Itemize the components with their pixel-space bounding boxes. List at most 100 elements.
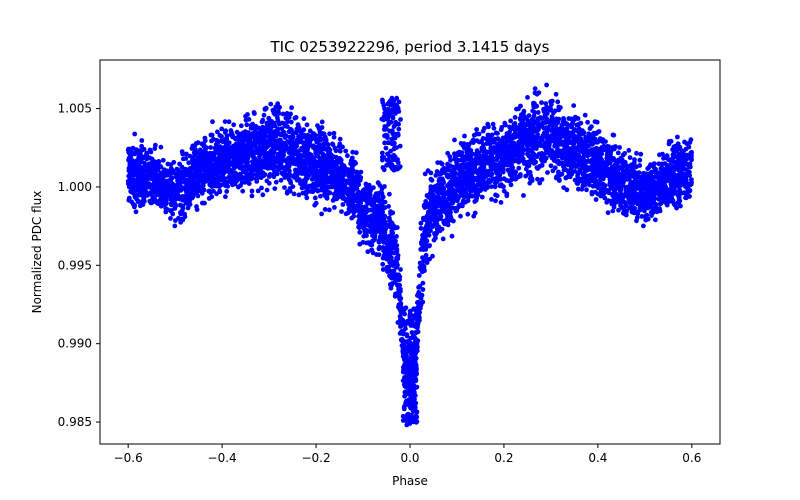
data-point xyxy=(282,169,288,175)
data-point xyxy=(368,224,374,229)
data-point xyxy=(291,130,296,136)
data-point xyxy=(476,131,482,137)
data-point xyxy=(589,142,595,147)
data-point xyxy=(646,173,651,178)
data-point xyxy=(650,200,656,206)
data-point xyxy=(240,188,246,194)
data-point xyxy=(271,149,277,155)
data-point xyxy=(479,194,485,200)
data-point xyxy=(641,223,646,229)
data-point xyxy=(585,119,590,125)
data-point xyxy=(535,110,541,115)
data-point xyxy=(138,156,144,161)
data-point xyxy=(593,197,599,202)
data-point xyxy=(364,188,369,194)
data-point xyxy=(391,223,397,229)
data-point xyxy=(430,253,435,259)
data-point xyxy=(252,111,257,116)
data-point xyxy=(381,214,386,220)
data-point xyxy=(188,168,193,174)
data-point xyxy=(274,144,280,150)
data-point xyxy=(531,100,536,106)
data-point xyxy=(236,149,241,155)
data-point xyxy=(448,157,453,163)
data-point xyxy=(286,163,292,169)
data-point xyxy=(231,122,237,128)
data-point xyxy=(556,169,561,175)
data-point xyxy=(539,116,545,121)
data-point xyxy=(683,191,689,197)
data-point xyxy=(634,150,639,156)
data-point xyxy=(260,192,266,198)
data-point xyxy=(249,188,255,194)
data-point xyxy=(445,174,451,180)
data-point xyxy=(521,193,526,198)
data-point xyxy=(616,207,621,213)
data-point xyxy=(266,174,272,179)
data-point xyxy=(422,205,428,210)
data-point xyxy=(384,256,389,262)
data-point xyxy=(288,180,294,186)
data-point xyxy=(357,241,363,247)
data-point xyxy=(139,138,145,143)
data-point xyxy=(452,137,457,143)
data-point xyxy=(457,194,462,199)
data-point xyxy=(518,132,524,138)
data-point xyxy=(449,233,455,239)
data-point xyxy=(223,194,228,200)
data-point xyxy=(143,193,149,198)
data-point xyxy=(177,161,183,167)
data-point xyxy=(634,215,640,221)
data-point xyxy=(288,119,294,125)
data-point xyxy=(671,154,677,160)
data-point xyxy=(273,179,279,185)
data-point xyxy=(330,154,336,159)
data-point xyxy=(657,195,663,201)
data-point xyxy=(291,191,297,197)
data-point xyxy=(192,143,198,149)
data-point xyxy=(234,129,240,135)
data-point xyxy=(209,194,215,200)
data-point xyxy=(243,113,248,119)
data-point xyxy=(304,122,310,128)
data-point xyxy=(599,191,604,197)
data-point xyxy=(275,101,281,107)
data-point xyxy=(472,210,478,216)
data-point xyxy=(227,153,233,159)
data-point xyxy=(556,107,562,113)
data-point xyxy=(496,168,502,174)
data-point xyxy=(388,275,394,281)
data-point xyxy=(521,110,526,116)
data-point xyxy=(362,213,368,219)
data-point xyxy=(615,150,621,156)
data-point xyxy=(369,213,374,219)
data-point xyxy=(610,208,616,214)
data-point xyxy=(163,209,169,215)
data-point xyxy=(324,195,330,201)
data-point xyxy=(326,189,331,195)
data-point xyxy=(504,177,509,183)
data-point xyxy=(545,170,550,175)
data-point xyxy=(422,171,428,177)
data-point xyxy=(491,125,497,131)
data-point xyxy=(197,147,203,153)
data-point xyxy=(322,167,328,173)
data-point xyxy=(201,176,207,182)
data-point xyxy=(482,125,487,131)
data-point xyxy=(600,137,606,143)
data-point xyxy=(165,168,170,174)
data-point xyxy=(248,144,254,150)
data-point xyxy=(474,127,479,132)
data-point xyxy=(187,153,193,159)
data-point xyxy=(424,260,430,265)
data-point xyxy=(543,120,548,125)
data-point xyxy=(670,147,675,153)
data-point xyxy=(626,148,632,153)
data-point xyxy=(474,150,480,156)
data-point xyxy=(168,208,174,214)
data-point xyxy=(326,207,332,213)
data-point xyxy=(280,120,286,126)
data-point xyxy=(302,184,308,190)
data-point xyxy=(432,184,438,189)
